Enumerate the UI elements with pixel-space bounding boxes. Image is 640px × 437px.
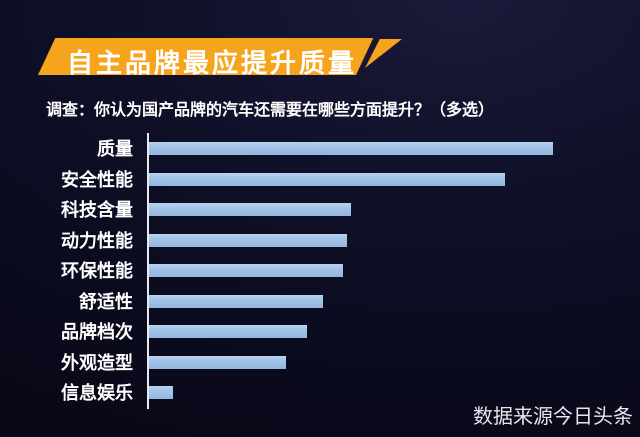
chart-row: 品牌档次: [0, 317, 640, 347]
bar-chart: 质量安全性能科技含量动力性能环保性能舒适性品牌档次外观造型信息娱乐: [0, 133, 640, 410]
bar: [149, 142, 553, 155]
chart-row: 舒适性: [0, 287, 640, 317]
category-label: 质量: [97, 139, 133, 159]
bar: [149, 325, 307, 338]
category-label: 品牌档次: [61, 322, 133, 342]
category-label: 环保性能: [61, 261, 133, 281]
category-label: 科技含量: [61, 200, 133, 220]
bar: [149, 173, 505, 186]
chart-row: 环保性能: [0, 256, 640, 286]
category-label: 信息娱乐: [61, 383, 133, 403]
bar: [149, 203, 351, 216]
chart-row: 外观造型: [0, 348, 640, 378]
survey-question-subtitle: 调查：你认为国产品牌的汽车还需要在哪些方面提升？（多选）: [46, 102, 495, 119]
category-label: 安全性能: [61, 170, 133, 190]
chart-row: 信息娱乐: [0, 378, 640, 408]
category-label: 动力性能: [61, 231, 133, 251]
chart-row: 安全性能: [0, 165, 640, 195]
bar: [149, 295, 323, 308]
chart-row: 科技含量: [0, 195, 640, 225]
bar: [149, 386, 173, 399]
page-title: 自主品牌最应提升质量: [67, 48, 358, 78]
y-axis-line: [147, 133, 149, 409]
data-source-credit: 数据来源今日头条: [473, 406, 633, 428]
category-label: 舒适性: [79, 292, 133, 312]
chart-row: 动力性能: [0, 226, 640, 256]
bar: [149, 356, 286, 369]
bar: [149, 234, 347, 247]
bar: [149, 264, 343, 277]
category-label: 外观造型: [61, 353, 133, 373]
chart-row: 质量: [0, 134, 640, 164]
